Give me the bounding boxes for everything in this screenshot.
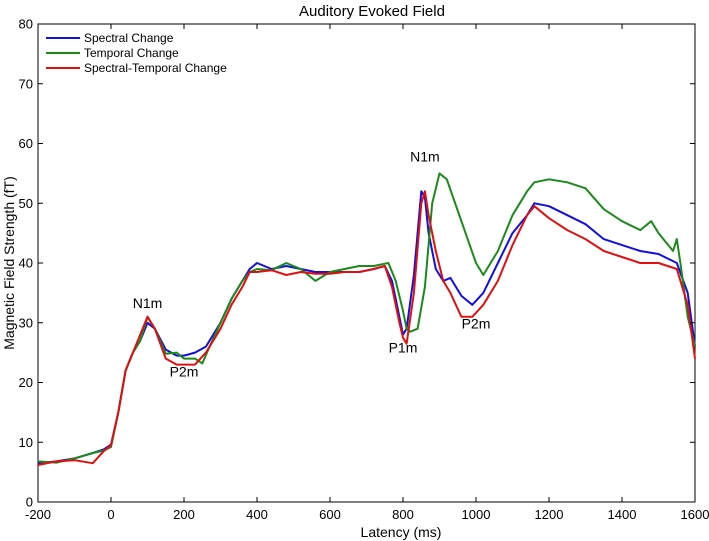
chart-title: Auditory Evoked Field [299,3,445,20]
peak-annotation: P1m [389,340,418,356]
y-axis-label: Magnetic Field Strength (fT) [1,176,17,350]
y-tick-label: 10 [19,435,33,450]
peak-annotation: P2m [170,364,199,380]
y-tick-label: 30 [19,315,33,330]
y-axis: 0 10 20 30 40 50 60 70 80 [19,17,695,510]
y-tick-label: 40 [19,256,33,271]
x-tick-label: 1600 [681,507,709,522]
x-tick-label: 800 [392,507,414,522]
x-tick-label: 1200 [535,507,564,522]
peak-annotation: N1m [133,295,163,311]
series-line-2 [37,172,696,464]
y-tick-label: 80 [19,17,33,32]
x-tick-label: 200 [173,507,195,522]
y-tick-label: 60 [19,136,33,151]
legend-label: Temporal Change [84,46,179,60]
y-tick-label: 0 [26,495,33,510]
y-tick-label: 20 [19,375,33,390]
plot-frame [37,23,696,503]
x-tick-label: 0 [107,507,114,522]
y-tick-label: 70 [19,76,33,91]
series-group [37,172,696,466]
series-line-1 [37,190,696,465]
peak-annotation: N1m [410,148,440,164]
legend-label: Spectral-Temporal Change [84,61,227,75]
x-tick-label: -200 [25,507,51,522]
peak-annotation: P2m [462,316,491,332]
legend-label: Spectral Change [84,31,174,45]
y-tick-label: 50 [19,196,33,211]
x-tick-label: 1000 [462,507,491,522]
x-tick-label: 600 [319,507,341,522]
series-line-3 [37,190,696,466]
annotations: N1m P2m N1m P1m P2m [133,148,491,379]
x-axis-label: Latency (ms) [361,524,442,540]
x-axis: -200 0 200 400 600 800 1000 1200 1400 1600 [25,24,709,522]
x-tick-label: 1400 [608,507,637,522]
plot-area-border [37,23,696,503]
x-tick-label: 400 [246,507,268,522]
